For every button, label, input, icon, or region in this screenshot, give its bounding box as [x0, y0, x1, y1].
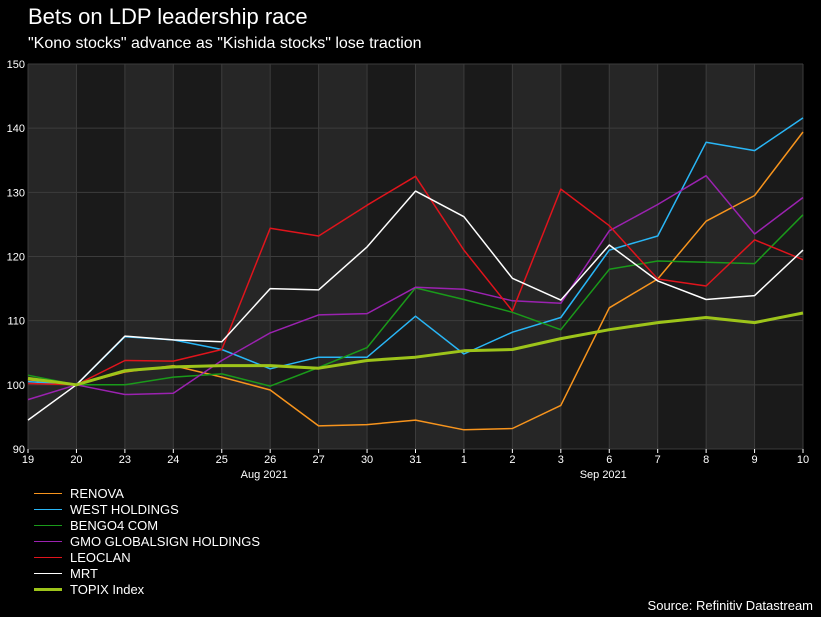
legend-swatch [34, 492, 62, 494]
legend-swatch [34, 524, 62, 526]
series-line-mrt [27, 190, 804, 421]
source-note: Source: Refinitiv Datastream [647, 598, 813, 613]
legend-label: BENGO4 COM [70, 517, 159, 533]
legend-item: GMO GLOBALSIGN HOLDINGS [34, 533, 260, 549]
x-tick-label: 3 [558, 454, 564, 466]
x-tick-label: 27 [313, 454, 325, 466]
legend-swatch [34, 556, 62, 558]
legend-item: RENOVA [34, 485, 260, 501]
legend-label: MRT [70, 565, 98, 581]
month-label: Sep 2021 [580, 469, 627, 481]
legend-label: LEOCLAN [70, 549, 131, 565]
x-tick-label: 31 [409, 454, 421, 466]
legend-item: WEST HOLDINGS [34, 501, 260, 517]
legend-swatch [34, 540, 62, 542]
series-line-gmo-globalsign-holdings [27, 174, 804, 401]
y-tick-label: 140 [7, 123, 25, 135]
series-line-leoclan [27, 175, 804, 386]
series-line-topix-index [27, 311, 804, 387]
y-axis-ticks: 90 100 110 120 130 140 150 [7, 59, 25, 456]
x-tick-label: 7 [655, 454, 661, 466]
x-tick-label: 9 [752, 454, 758, 466]
legend-label: TOPIX Index [70, 581, 145, 597]
y-tick-label: 150 [7, 59, 25, 71]
x-tick-label: 10 [797, 454, 809, 466]
legend-label: RENOVA [70, 485, 124, 501]
legend-swatch [34, 508, 62, 510]
x-tick-label: 8 [703, 454, 709, 466]
legend-item: TOPIX Index [34, 581, 260, 597]
y-tick-label: 100 [7, 380, 25, 392]
legend-item: LEOCLAN [34, 549, 260, 565]
x-tick-label: 26 [264, 454, 276, 466]
y-tick-label: 90 [13, 444, 25, 456]
x-tick-label: 24 [167, 454, 179, 466]
chart-subtitle: "Kono stocks" advance as "Kishida stocks… [28, 35, 422, 52]
x-tick-label: 25 [216, 454, 228, 466]
legend-item: MRT [34, 565, 260, 581]
x-tick-label: 23 [119, 454, 131, 466]
legend: RENOVA WEST HOLDINGS BENGO4 COM GMO GLOBALS… [34, 485, 260, 597]
x-tick-label: 6 [606, 454, 612, 466]
x-tick-label: 19 [22, 454, 34, 466]
x-tick-label: 2 [509, 454, 515, 466]
x-axis-ticks: 19 20 23 24 25 26 27 30 31 1 2 3 6 7 8 9 10 [22, 449, 809, 466]
legend-label: GMO GLOBALSIGN HOLDINGS [70, 533, 260, 549]
month-label: Aug 2021 [241, 469, 288, 481]
month-labels: Aug 2021 Sep 2021 [241, 469, 627, 481]
x-tick-label: 20 [70, 454, 82, 466]
legend-label: WEST HOLDINGS [70, 501, 179, 517]
chart-title: Bets on LDP leadership race [28, 4, 308, 29]
series-lines [27, 117, 804, 431]
y-tick-label: 110 [7, 316, 25, 328]
gridlines [27, 63, 804, 450]
x-tick-label: 1 [461, 454, 467, 466]
legend-swatch [34, 572, 62, 574]
legend-swatch [34, 587, 62, 591]
legend-item: BENGO4 COM [34, 517, 260, 533]
x-tick-label: 30 [361, 454, 373, 466]
y-tick-label: 120 [7, 252, 25, 264]
y-tick-label: 130 [7, 187, 25, 199]
